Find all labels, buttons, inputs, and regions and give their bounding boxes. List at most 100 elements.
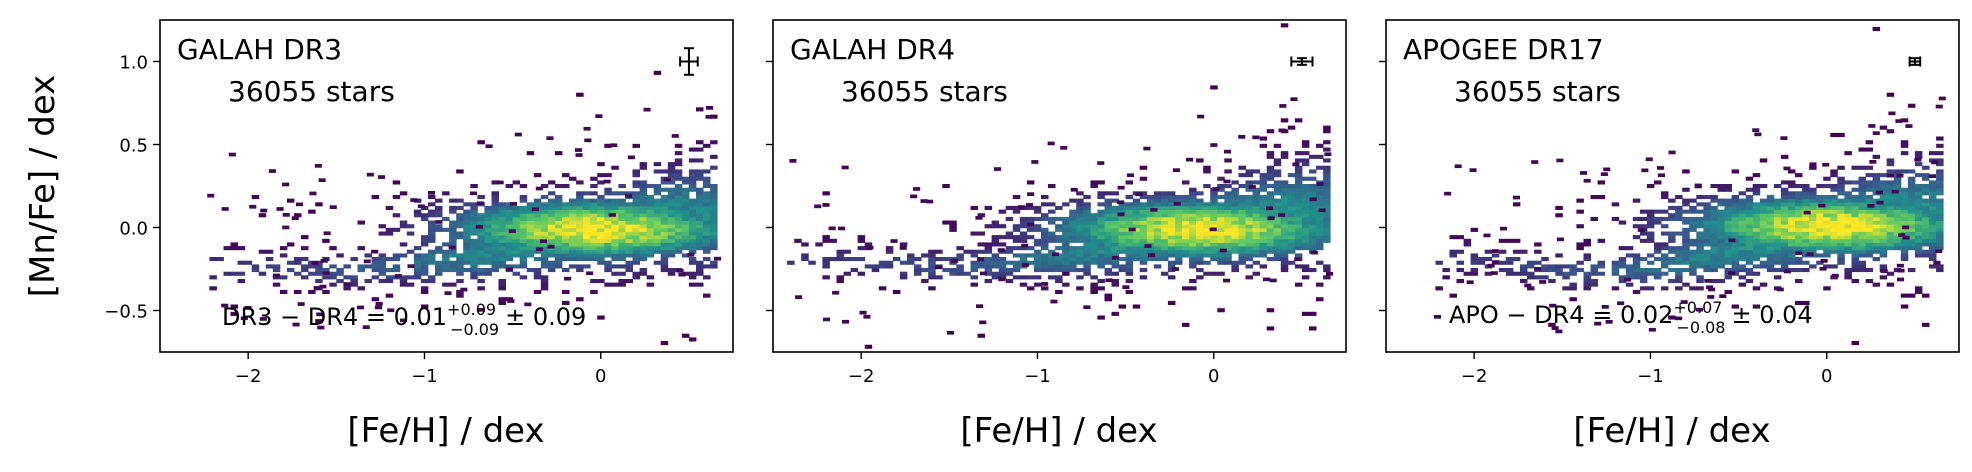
heat-cell (484, 249, 492, 254)
heat-cell-outlier (539, 239, 547, 244)
heat-cell (1189, 216, 1197, 221)
heat-cell (1069, 238, 1077, 243)
heat-cell (681, 198, 690, 203)
heat-cell (696, 213, 704, 218)
heat-cell-outlier (1060, 146, 1068, 150)
heat-cell (1675, 257, 1683, 262)
heat-cell (696, 147, 704, 152)
heat-cell (301, 264, 309, 269)
heat-cell (547, 209, 556, 214)
heat-cell (1301, 176, 1310, 181)
heat-cell (413, 246, 422, 251)
heat-cell (892, 289, 901, 294)
heat-cell (618, 209, 626, 214)
heat-cell (1083, 242, 1091, 247)
heat-cell (667, 235, 676, 240)
heat-cell (1280, 246, 1289, 251)
heat-cell-outlier (625, 194, 633, 198)
heat-cell (569, 209, 577, 214)
heat-cell (272, 275, 281, 280)
heat-cell-outlier (374, 305, 382, 310)
heat-cell (1865, 213, 1874, 218)
heat-cell (540, 216, 549, 221)
heat-cell (991, 235, 1000, 240)
heat-cell (1802, 235, 1810, 240)
heat-cell (1301, 268, 1310, 273)
heat-cell (1111, 282, 1119, 287)
heat-cell (1900, 249, 1909, 254)
heat-cell (1266, 191, 1275, 196)
heat-cell (1851, 238, 1859, 243)
heat-cell (1773, 242, 1782, 247)
heat-cell (1280, 235, 1289, 240)
heat-cell (350, 282, 358, 287)
heat-cell (1273, 238, 1282, 243)
heat-cell (1865, 180, 1874, 185)
heat-cell (688, 337, 697, 342)
heat-cell (703, 180, 711, 185)
heat-cell (378, 271, 387, 276)
heat-cell (1654, 216, 1662, 221)
heat-cell (279, 289, 288, 294)
heat-cell (703, 184, 711, 189)
heat-cell (1175, 257, 1183, 262)
heat-cell (505, 249, 514, 254)
heat-cell-outlier (859, 310, 867, 315)
heat-cell (1477, 257, 1486, 262)
heat-cell (667, 195, 676, 200)
heat-cell (1865, 195, 1874, 200)
heat-cell-outlier (496, 180, 504, 185)
heat-cell (1301, 158, 1310, 163)
heat-cell (562, 213, 570, 218)
heat-cell (597, 260, 605, 265)
heat-cell (1696, 257, 1704, 262)
heat-cell (1026, 180, 1035, 185)
heat-cell (681, 216, 690, 221)
heat-cell (1893, 227, 1902, 232)
heat-cell (1259, 176, 1268, 181)
heat-cell (1323, 180, 1331, 185)
heat-cell (230, 246, 238, 251)
heat-cell (308, 264, 316, 269)
heat-cell (1569, 297, 1577, 302)
heat-cell (540, 260, 549, 265)
heat-cell (1893, 205, 1902, 210)
heat-cell (625, 268, 633, 273)
heat-cell (1210, 231, 1218, 236)
heat-cell (625, 202, 633, 207)
heat-cell (618, 271, 626, 276)
heat-cell (681, 213, 690, 218)
heat-cell (491, 220, 499, 225)
heat-cell (1668, 268, 1676, 273)
heat-cell (1632, 257, 1641, 262)
heat-cell (1646, 216, 1655, 221)
heat-cell (1111, 242, 1119, 247)
heat-cell-outlier (1469, 168, 1477, 172)
heat-cell (533, 213, 542, 218)
heat-cell (1661, 271, 1669, 276)
heat-cell (1710, 279, 1718, 284)
heat-cell (1203, 246, 1211, 251)
heat-cell (470, 227, 478, 232)
heat-cell (1858, 191, 1866, 196)
heat-cell (710, 220, 718, 225)
heat-cell (1689, 271, 1697, 276)
heat-cell-outlier (574, 148, 582, 152)
heat-cell (674, 202, 683, 207)
heat-cell (463, 238, 471, 243)
heat-cell (1668, 246, 1676, 251)
heat-cell (1851, 279, 1859, 284)
heat-cell (639, 242, 648, 247)
heat-cell (1477, 260, 1486, 265)
heat-cell (512, 213, 521, 218)
heat-cell (703, 246, 711, 251)
heat-cell-outlier (1657, 166, 1665, 170)
heat-cell (1738, 224, 1747, 229)
heat-cell (1210, 242, 1218, 247)
heat-cell (1203, 231, 1211, 236)
heat-cell (1851, 268, 1859, 273)
heat-cell-outlier (663, 177, 671, 182)
heat-cell (1922, 231, 1930, 236)
heat-cell (653, 184, 662, 189)
heat-cell (1752, 191, 1761, 196)
